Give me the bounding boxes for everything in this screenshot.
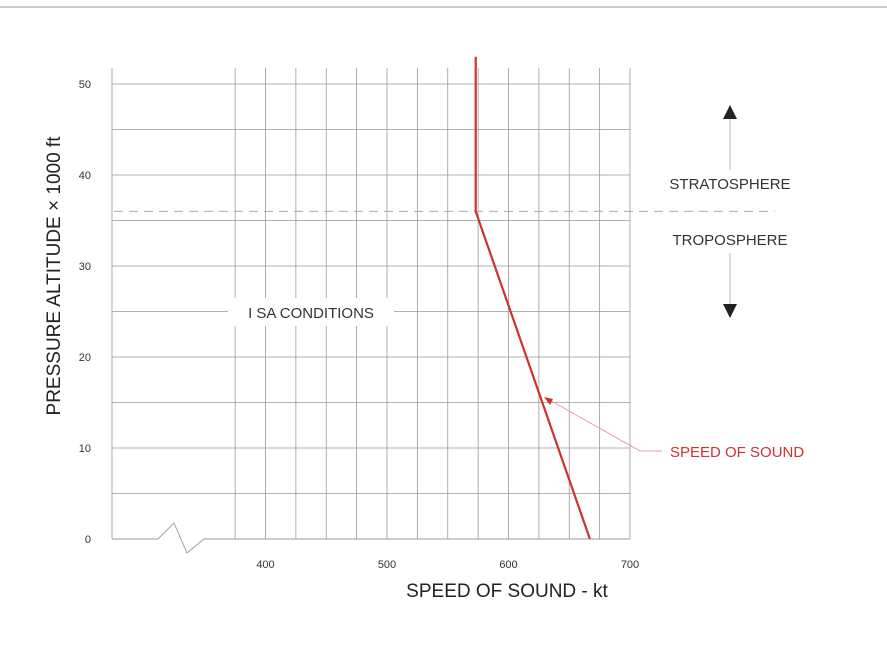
y-tick-label: 40 xyxy=(79,170,91,182)
y-tick-label: 30 xyxy=(79,261,91,273)
stratosphere-label: STRATOSPHERE xyxy=(669,176,790,193)
x-tick-label: 500 xyxy=(378,559,396,571)
y-tick-label: 20 xyxy=(79,352,91,364)
troposphere-label: TROPOSPHERE xyxy=(672,232,787,249)
x-tick-label: 400 xyxy=(256,559,274,571)
x-axis-label: SPEED OF SOUND - kt xyxy=(406,581,608,602)
grid xyxy=(111,68,631,539)
y-tick-label: 10 xyxy=(79,443,91,455)
isa-label-bg xyxy=(228,298,394,326)
y-tick-label: 50 xyxy=(79,79,91,91)
x-axis-line-with-break xyxy=(112,522,630,554)
up-arrow-icon xyxy=(723,105,737,119)
y-axis-label: PRESSURE ALTITUDE × 1000 ft xyxy=(44,136,65,416)
down-arrow-icon xyxy=(723,304,737,318)
series-leader-line xyxy=(545,397,662,452)
leader-arrow-icon xyxy=(544,397,553,405)
y-tick-label: 0 xyxy=(85,534,91,546)
tick-labels: 0 10 20 30 40 50 400 500 600 700 xyxy=(79,79,639,571)
axis-break xyxy=(112,522,630,554)
speed-of-sound-line xyxy=(474,56,591,540)
x-tick-label: 600 xyxy=(499,559,517,571)
series-layer xyxy=(474,56,591,540)
isa-conditions-label: I SA CONDITIONS xyxy=(248,305,374,322)
x-tick-label: 700 xyxy=(621,559,639,571)
series-label: SPEED OF SOUND xyxy=(670,444,804,461)
